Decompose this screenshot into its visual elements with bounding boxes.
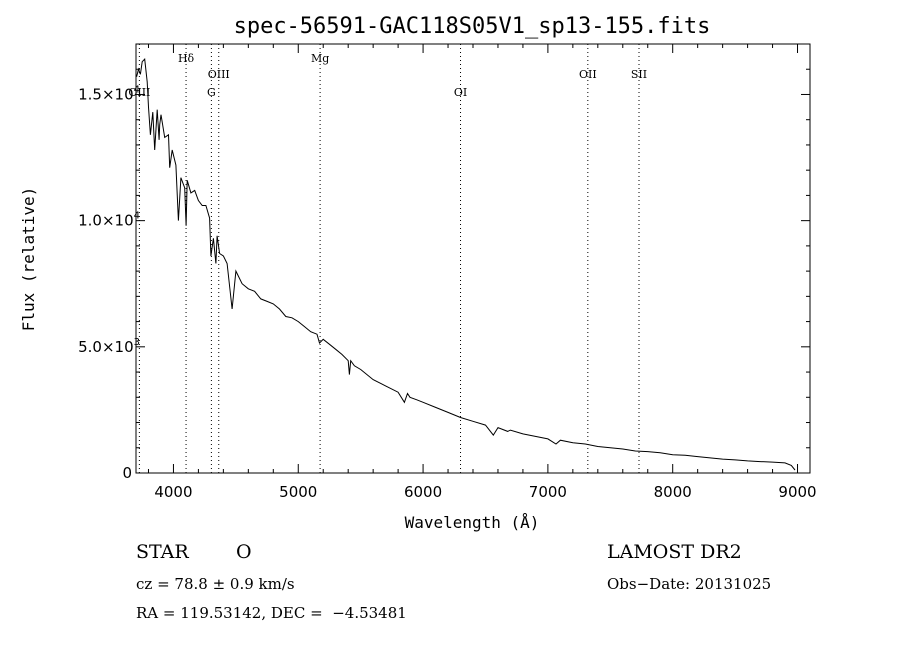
line-label-6: SII bbox=[631, 68, 647, 81]
y-tick-label-1: 5.0×103 bbox=[78, 337, 140, 356]
line-label-2: G bbox=[207, 86, 216, 99]
coordinates: RA = 119.53142, DEC = −4.53481 bbox=[136, 604, 407, 622]
x-tick-label-4: 8000 bbox=[654, 483, 692, 501]
y-axis-label: Flux (relative) bbox=[19, 187, 38, 332]
x-tick-label-2: 6000 bbox=[404, 483, 442, 501]
spectrum-line-0 bbox=[136, 57, 796, 471]
x-axis-label: Wavelength (Å) bbox=[405, 513, 540, 532]
plot-frame bbox=[135, 43, 811, 474]
line-label-5: OII bbox=[579, 68, 597, 81]
observation-date: Obs−Date: 20131025 bbox=[607, 575, 772, 593]
y-tick-label-0: 0 bbox=[122, 464, 132, 482]
line-label-1: OIII bbox=[208, 68, 230, 81]
line-label-0: Hδ bbox=[178, 52, 195, 65]
y-tick-label-3: 1.5×104 bbox=[78, 84, 140, 103]
object-type: STAR bbox=[136, 541, 189, 563]
line-label-4: OI bbox=[454, 86, 467, 99]
redshift-velocity: cz = 78.8 ± 0.9 km/s bbox=[136, 575, 295, 593]
x-tick-label-5: 9000 bbox=[778, 483, 816, 501]
x-tick-label-3: 7000 bbox=[529, 483, 567, 501]
x-tick-label-0: 4000 bbox=[154, 483, 192, 501]
line-label-3: Mg bbox=[311, 52, 329, 65]
survey-name: LAMOST DR2 bbox=[607, 541, 742, 563]
y-tick-label-2: 1.0×104 bbox=[78, 211, 140, 230]
chart-title: spec-56591-GAC118S05V1_sp13-155.fits bbox=[234, 14, 711, 39]
object-subclass: O bbox=[236, 541, 252, 563]
x-tick-label-1: 5000 bbox=[279, 483, 317, 501]
line-label-7: OIII bbox=[128, 86, 150, 99]
